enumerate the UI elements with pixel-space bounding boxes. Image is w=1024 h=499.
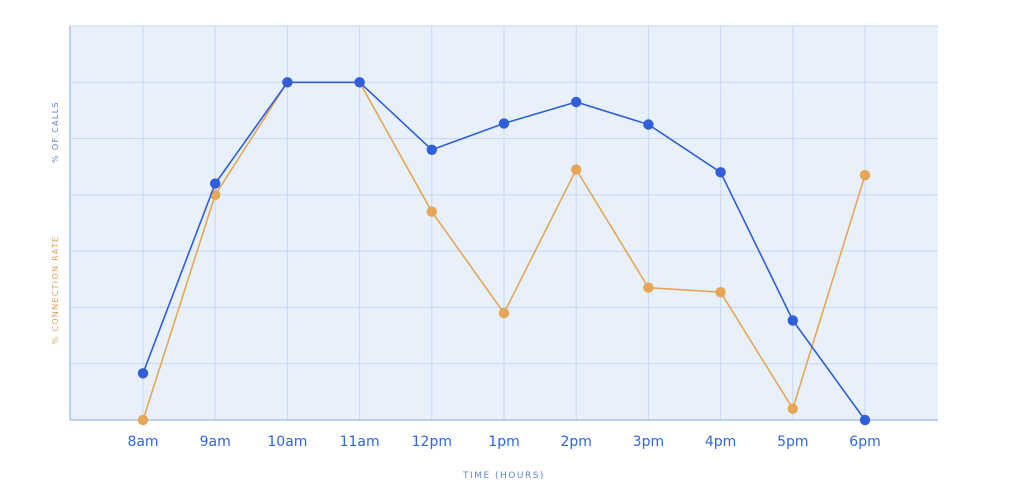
data-point [282,77,293,88]
axes [69,26,938,421]
data-point [354,77,365,88]
data-point [643,119,654,130]
data-point [426,206,437,217]
data-point [787,403,798,414]
series-layer [137,77,871,426]
x-tick-label: 1pm [488,434,519,450]
data-point [137,368,149,379]
data-point [787,315,798,326]
x-axis-label: TIME (HOURS) [462,471,545,481]
grid [70,25,938,420]
x-tick-label: 10am [267,434,307,450]
x-tick-label: 12pm [412,434,452,450]
data-point [571,164,582,175]
data-point [571,96,582,108]
x-tick-label: 8am [127,434,158,450]
data-point [498,307,510,319]
x-tick-labels: 8am 9am 10am 11am 12pm 1pm 2pm 3pm 4pm 5pm 6pm [127,434,880,450]
data-point [859,414,871,426]
data-point [643,282,654,293]
data-point [210,178,221,189]
data-point [137,414,149,426]
x-tick-label: 2pm [560,434,591,450]
x-tick-label: 9am [200,434,231,450]
x-tick-label: 3pm [633,434,664,450]
data-point [715,287,726,298]
data-point [426,144,437,155]
series-1 [137,77,871,426]
y-axis-label-connection-rate: % CONNECTION RATE [51,236,60,345]
data-point [498,118,510,129]
y-axis-label-calls: % OF CALLS [51,101,60,163]
x-tick-label: 5pm [777,434,808,450]
data-point [715,167,726,178]
x-tick-label: 6pm [849,434,880,450]
data-point [859,170,871,181]
x-tick-label: 11am [340,434,380,450]
x-tick-label: 4pm [705,434,736,450]
